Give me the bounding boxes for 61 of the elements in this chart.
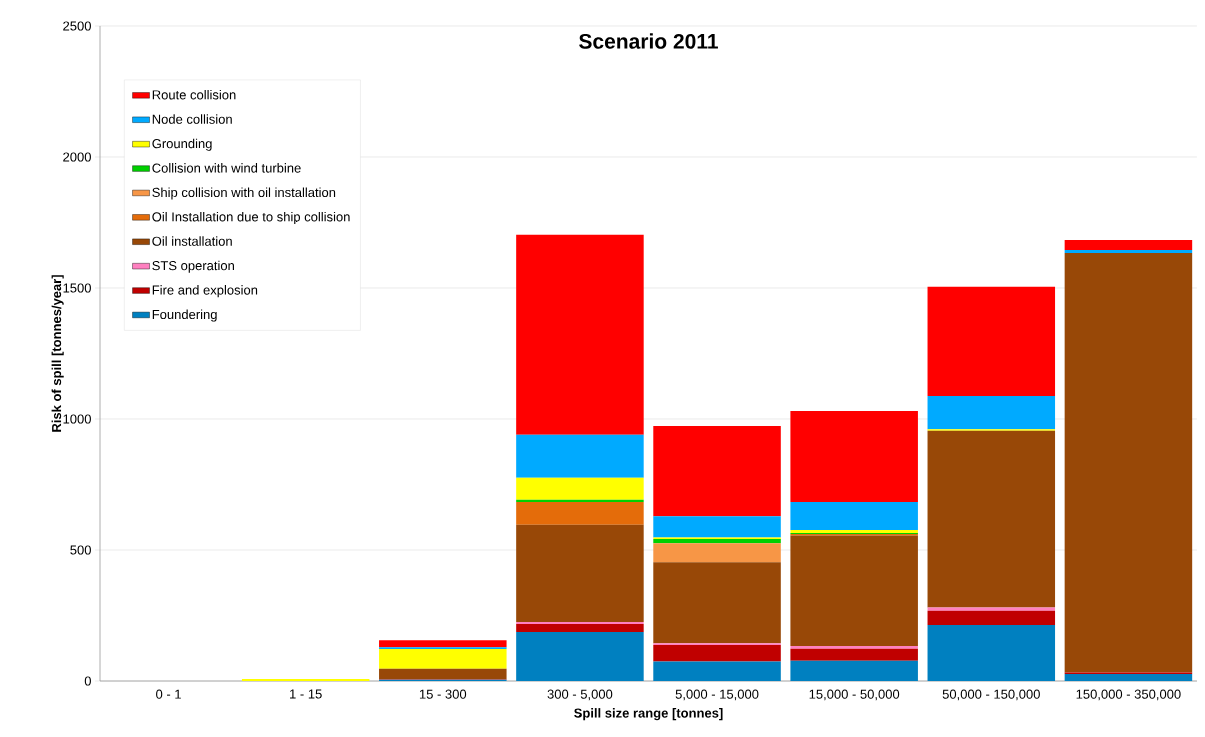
y-tick-label: 1500 [63,283,91,293]
x-tick-label: 5,000 - 15,000 [675,689,759,701]
bar [927,610,1056,625]
bar [516,234,644,435]
y-tick-label: 2000 [63,152,91,162]
bar [927,624,1056,681]
bar [790,410,918,503]
legend-label: STS operation [152,260,234,273]
bar [516,632,644,681]
bar [653,543,781,563]
y-tick-label: 2500 [63,21,91,31]
bar [516,477,644,500]
x-tick-label: 300 - 5,000 [547,689,613,701]
bar [790,648,918,661]
x-tick-label: 15 - 300 [419,689,467,699]
bar [1064,240,1193,250]
bar [653,645,781,662]
legend-label: Node collision [152,114,232,124]
legend-label: Route collision [152,89,236,100]
legend-label: Oil installation [152,236,232,246]
x-tick-label: 15,000 - 50,000 [809,689,900,701]
legend-label: Grounding [152,138,212,151]
bar [927,607,1056,611]
bar [653,539,781,544]
y-tick-label: 1000 [63,414,91,424]
bar [790,645,918,649]
bar [516,524,644,623]
bar [516,502,644,525]
bar [379,649,507,669]
bar [927,430,1056,608]
x-tick-label: 1 - 15 [290,689,322,699]
x-tick-label: 0 - 1 [156,689,181,699]
y-tick-label: 500 [70,545,91,555]
legend-label: Ship collision with oil installation [152,187,336,200]
bar [653,516,781,538]
bar [927,395,1056,430]
y-axis-title: Risk of spill [tonnes/year] [51,275,64,432]
bar [1064,673,1193,681]
bar [1064,252,1193,673]
chart-title: Scenario 2011 [579,33,718,49]
bar [790,535,918,646]
x-axis-title: Spill size range [tonnes] [574,708,723,721]
bar [927,286,1056,396]
bar [516,434,644,478]
bar [516,623,644,632]
bar [790,660,918,681]
bar [653,562,781,644]
x-tick-label: 50,000 - 150,000 [942,689,1040,701]
bar [653,661,781,681]
bar [379,668,507,680]
legend-label: Collision with wind turbine [152,163,301,173]
bar [379,640,507,648]
y-tick-label: 0 [84,676,91,686]
legend-label: Foundering [152,309,217,322]
bar [1064,250,1193,253]
x-tick-label: 150,000 - 350,000 [1076,689,1181,701]
legend-label: Oil Installation due to ship collision [152,211,350,225]
bar [241,678,370,681]
legend-label: Fire and explosion [152,285,258,298]
bar [653,426,781,517]
bar [790,502,918,531]
